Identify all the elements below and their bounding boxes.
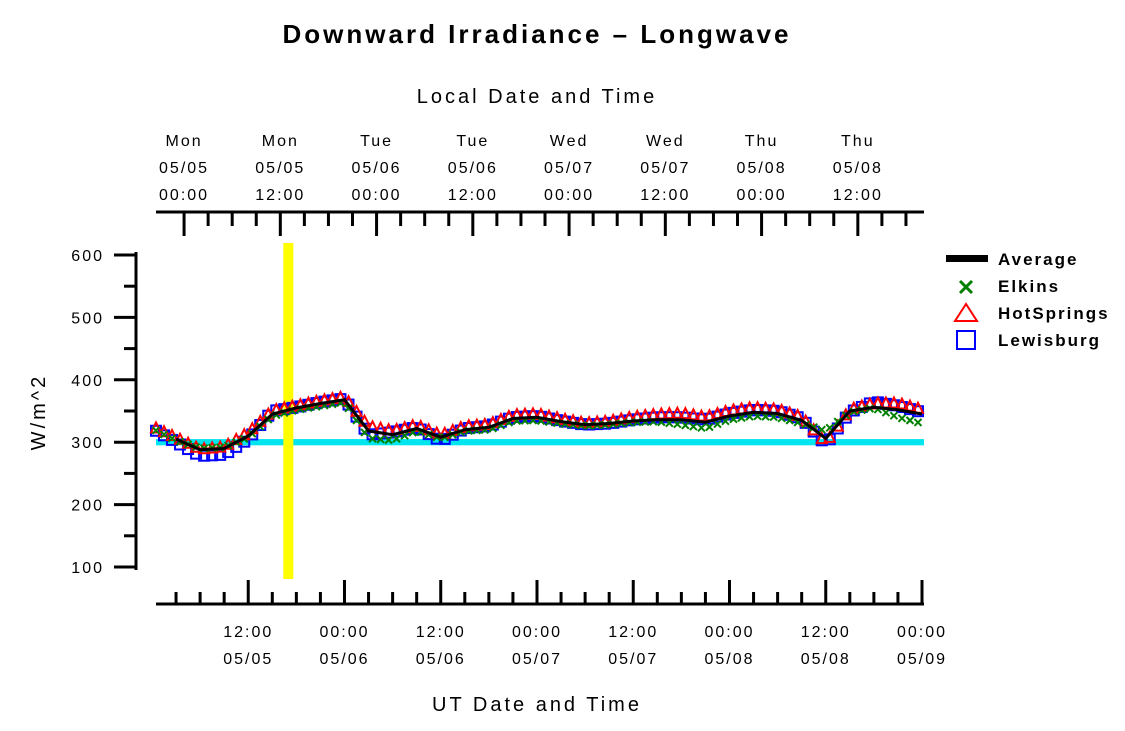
- bottom-tick-time: 12:00: [416, 624, 466, 641]
- legend-item-hotsprings: HotSprings: [953, 302, 1110, 323]
- data-point-hotsprings: [887, 395, 901, 409]
- top-tick-date: 05/06: [448, 160, 498, 177]
- data-point-hotsprings: [670, 405, 684, 419]
- bottom-tick-time: 12:00: [801, 624, 851, 641]
- top-tick-date: 05/06: [352, 160, 402, 177]
- legend-swatch-average: [946, 255, 988, 262]
- bottom-tick-date: 05/07: [608, 651, 658, 668]
- data-point-elkins: [889, 411, 899, 420]
- top-axis-title: Local Date and Time: [417, 86, 657, 108]
- top-tick-day: Thu: [841, 133, 875, 150]
- bottom-tick-date: 05/06: [416, 651, 466, 668]
- legend-swatch-lewisburg: [956, 330, 976, 350]
- top-tick-date: 05/08: [737, 160, 787, 177]
- data-point-hotsprings: [213, 439, 227, 453]
- data-point-elkins: [392, 434, 401, 443]
- y-tick-label: 500: [71, 310, 104, 327]
- series-line-average: [175, 398, 923, 452]
- legend-item-lewisburg: Lewisburg: [956, 330, 1101, 350]
- top-tick-date: 05/08: [833, 160, 883, 177]
- data-point-elkins: [897, 414, 907, 423]
- bottom-tick-date: 05/05: [223, 651, 273, 668]
- top-tick-time: 00:00: [352, 187, 402, 204]
- legend: Average Elkins HotSprings Lewisburg: [946, 250, 1110, 350]
- y-tick-label: 400: [71, 373, 104, 390]
- legend-label: Average: [998, 250, 1078, 269]
- bottom-tick-date: 05/08: [704, 651, 754, 668]
- bottom-tick-date: 05/09: [897, 651, 947, 668]
- reference-band-layer: [156, 439, 924, 446]
- data-point-hotsprings: [895, 396, 909, 410]
- chart-title: Downward Irradiance – Longwave: [283, 19, 792, 49]
- top-tick-time: 12:00: [448, 187, 498, 204]
- top-tick-day: Thu: [745, 133, 779, 150]
- legend-swatch-elkins: [958, 279, 974, 295]
- data-point-elkins: [713, 419, 722, 429]
- top-tick-day: Wed: [550, 133, 589, 150]
- legend-item-elkins: Elkins: [958, 277, 1060, 296]
- top-tick-day: Mon: [262, 133, 299, 150]
- top-tick-time: 00:00: [159, 187, 209, 204]
- legend-item-average: Average: [946, 250, 1078, 269]
- bottom-tick-time: 00:00: [512, 624, 562, 641]
- series-average: [175, 398, 923, 452]
- top-tick-time: 12:00: [255, 187, 305, 204]
- top-tick-date: 05/05: [159, 160, 209, 177]
- series-layer: [149, 389, 925, 462]
- legend-label: Elkins: [998, 277, 1060, 296]
- y-tick-label: 200: [71, 498, 104, 515]
- top-tick-time: 00:00: [544, 187, 594, 204]
- bottom-tick-date: 05/06: [319, 651, 369, 668]
- data-point-elkins: [159, 430, 169, 439]
- data-point-elkins: [697, 423, 706, 433]
- bottom-tick-date: 05/08: [801, 651, 851, 668]
- top-tick-day: Wed: [646, 133, 685, 150]
- y-tick-label: 600: [71, 248, 104, 265]
- top-tick-day: Mon: [166, 133, 203, 150]
- data-point-hotsprings: [686, 407, 701, 421]
- top-tick-day: Tue: [456, 133, 489, 150]
- data-point-elkins: [905, 416, 915, 425]
- data-point-elkins: [376, 435, 385, 444]
- data-point-elkins: [681, 421, 690, 430]
- y-tick-label: 100: [71, 560, 104, 577]
- data-point-elkins: [689, 422, 698, 431]
- bottom-tick-time: 00:00: [704, 624, 754, 641]
- bottom-tick-time: 00:00: [319, 624, 369, 641]
- legend-label: Lewisburg: [998, 331, 1101, 350]
- top-tick-time: 12:00: [833, 187, 883, 204]
- bottom-tick-time: 00:00: [897, 624, 947, 641]
- legend-swatch-hotsprings: [953, 302, 979, 322]
- top-tick-date: 05/07: [544, 160, 594, 177]
- bottom-tick-time: 12:00: [223, 624, 273, 641]
- data-point-elkins: [368, 434, 377, 443]
- bottom-tick-time: 12:00: [608, 624, 658, 641]
- y-tick-label: 300: [71, 435, 104, 452]
- reference-band: [156, 439, 924, 446]
- bottom-tick-date: 05/07: [512, 651, 562, 668]
- data-point-elkins: [384, 435, 393, 445]
- data-point-elkins: [167, 434, 177, 443]
- x-axis-title: UT Date and Time: [432, 694, 642, 716]
- top-tick-day: Tue: [360, 133, 393, 150]
- top-tick-time: 00:00: [737, 187, 787, 204]
- data-point-hotsprings: [678, 405, 692, 420]
- legend-label: HotSprings: [998, 304, 1110, 323]
- data-point-elkins: [673, 420, 682, 429]
- data-point-hotsprings: [662, 405, 676, 420]
- data-point-lewisburg: [799, 416, 812, 429]
- data-point-elkins: [913, 418, 923, 427]
- top-tick-time: 12:00: [640, 187, 690, 204]
- axes: Mon 05/05 00:00 Mon 05/05 12:00 Tue 05/06 00:00 T…: [71, 133, 947, 668]
- data-point-elkins: [705, 422, 714, 432]
- y-axis-title: W/m^2: [28, 374, 50, 451]
- top-tick-date: 05/07: [640, 160, 690, 177]
- top-tick-date: 05/05: [255, 160, 305, 177]
- data-point-elkins: [151, 426, 161, 435]
